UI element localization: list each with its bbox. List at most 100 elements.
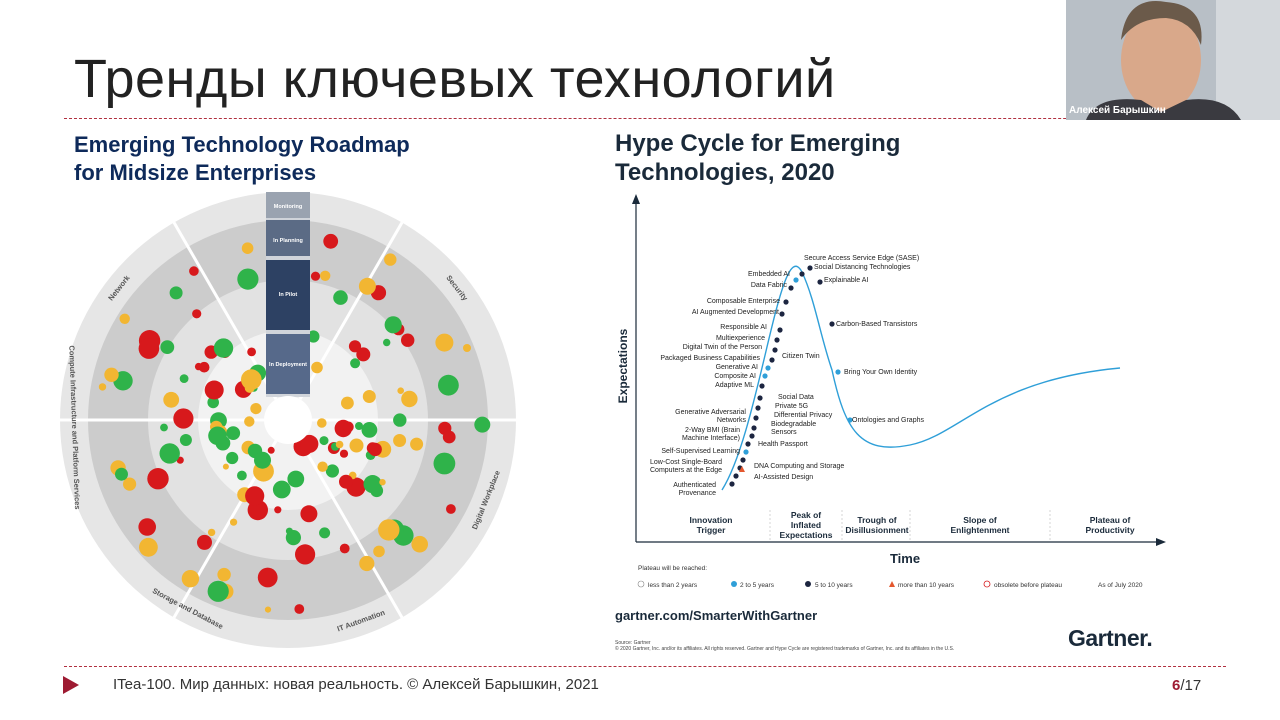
hype-title-line1: Hype Cycle for Emerging: [615, 130, 901, 157]
hype-dot: [783, 299, 789, 305]
technology-dot: [160, 423, 168, 432]
technology-dot: [139, 537, 158, 557]
technology-dot: [446, 504, 456, 514]
phase-label: Productivity: [1085, 525, 1134, 535]
technology-dot: [197, 534, 212, 550]
hype-dot: [755, 405, 761, 411]
legend-item-5: obsolete before plateau: [994, 582, 1062, 589]
technology-dot: [411, 535, 429, 553]
technology-dot: [433, 452, 456, 475]
hype-label-right: Health Passport: [758, 441, 808, 448]
roadmap-title: Emerging Technology Roadmap for Midsize …: [74, 131, 410, 187]
technology-dot: [474, 416, 491, 433]
slide-title: Тренды ключевых технологий: [74, 49, 836, 109]
technology-dot: [393, 434, 407, 447]
legend-marker-obsolete: [983, 580, 991, 588]
hype-label-left: Data Fabric: [751, 282, 788, 289]
phase-label: Enlightenment: [950, 525, 1009, 535]
hype-dot: [751, 425, 757, 431]
x-axis-arrow: [1156, 538, 1166, 546]
webcam-video: Алексей Барышкин: [1066, 0, 1280, 120]
technology-dot: [366, 442, 379, 454]
technology-dot: [179, 374, 189, 383]
phase-label: Inflated: [791, 520, 821, 530]
technology-dot: [307, 330, 320, 343]
technology-dot: [147, 468, 169, 490]
technology-dot: [247, 347, 256, 357]
technology-dot: [264, 606, 272, 613]
hype-label-left: Computers at the Edge: [650, 467, 722, 474]
hype-label-left: Generative Adversarial: [675, 409, 746, 416]
hype-title: Hype Cycle for Emerging Technologies, 20…: [615, 129, 900, 187]
hype-dot: [759, 383, 765, 389]
footer-divider: [64, 666, 1226, 667]
phase-label: Slope of: [963, 515, 997, 525]
technology-dot: [463, 344, 471, 352]
hype-dot: [762, 373, 768, 379]
y-axis-label: Expectations: [616, 328, 630, 403]
technology-dot: [359, 555, 375, 572]
hype-technology-dots: [729, 265, 853, 487]
technology-dot: [287, 470, 305, 488]
legend-marker-blue: [731, 581, 737, 587]
stage-deployment-label: In Deployment: [269, 362, 307, 368]
technology-dot: [383, 338, 391, 347]
technology-dot: [245, 486, 265, 506]
hype-label-left: Multiexperience: [716, 335, 765, 342]
source-note: Source: Gartner © 2020 Gartner, Inc. and…: [615, 640, 1035, 652]
hype-dot: [772, 347, 778, 353]
phase-label: Trough of: [857, 515, 896, 525]
technology-dot: [207, 396, 219, 409]
technology-dot: [230, 518, 238, 526]
phase-separators: [769, 510, 1051, 542]
hype-label-right: Bring Your Own Identity: [844, 369, 918, 376]
technology-dot: [311, 361, 323, 374]
hype-label-left: AI Augmented Development: [692, 309, 779, 316]
hype-dot: [788, 285, 794, 291]
legend-item-3: 5 to 10 years: [815, 582, 853, 589]
hype-title-line2: Technologies, 2020: [615, 159, 835, 186]
technology-dot: [319, 527, 331, 539]
hype-label-left: Low-Cost Single-Board: [650, 459, 722, 466]
technology-dot: [159, 443, 180, 464]
hype-label-right: Private 5G: [775, 403, 808, 410]
technology-dot: [237, 470, 247, 481]
footer-text: ITea-100. Мир данных: новая реальность. …: [113, 676, 599, 693]
technology-dot: [317, 418, 327, 428]
technology-dot: [115, 467, 128, 481]
hype-dot: [749, 433, 755, 439]
technology-dot: [119, 313, 130, 324]
legend-item-1: less than 2 years: [648, 582, 698, 589]
hype-label-right: Biodegradable: [771, 421, 816, 428]
technology-dot: [342, 421, 354, 433]
hype-dot: [835, 369, 841, 375]
technology-dot: [323, 233, 339, 249]
technology-dot: [204, 380, 224, 400]
technology-dot: [341, 396, 354, 410]
legend-item-4: more than 10 years: [898, 582, 955, 589]
hype-label-left: Packaged Business Capabilities: [660, 355, 760, 362]
roadmap-title-line1: Emerging Technology Roadmap: [74, 132, 410, 157]
presenter-name: Алексей Барышкин: [1069, 105, 1166, 116]
phase-label: Peak of: [791, 510, 821, 520]
source-line-2: © 2020 Gartner, Inc. and/or its affiliat…: [615, 646, 955, 652]
technology-dot: [310, 271, 321, 281]
hype-dot: [757, 395, 763, 401]
hype-dot: [774, 337, 780, 343]
hype-dot: [799, 271, 805, 277]
phase-label: Innovation: [690, 515, 733, 525]
technology-dot: [222, 463, 229, 470]
technology-dot: [254, 451, 271, 469]
roadmap-technology-dots: [98, 233, 491, 614]
technology-dot: [339, 449, 349, 458]
hype-dot: [765, 365, 771, 371]
technology-dot: [285, 527, 293, 535]
technology-dot: [163, 391, 180, 408]
technology-dot: [435, 333, 454, 352]
technology-dot: [160, 340, 175, 354]
hype-label-left: Provenance: [679, 490, 716, 497]
hype-label-left: Adaptive ML: [715, 382, 754, 389]
legend-marker-white: [637, 580, 645, 588]
legend-marker-dark: [805, 581, 811, 587]
